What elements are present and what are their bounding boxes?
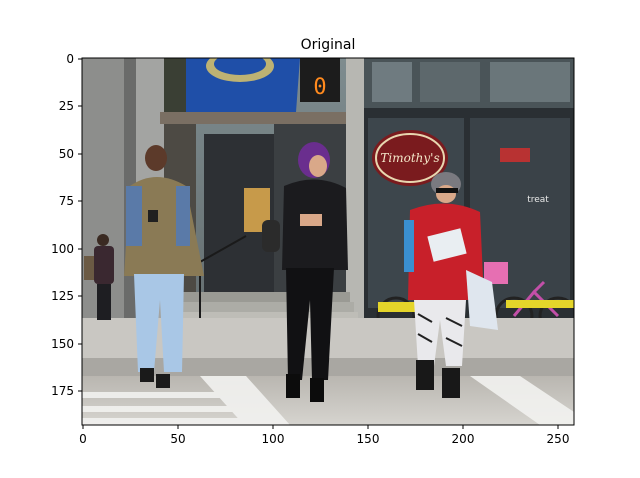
x-tick-label: 250: [547, 432, 570, 446]
shop-sign: [372, 130, 448, 186]
x-axis: 0 50 100 150 200 250: [79, 425, 569, 446]
y-tick-label: 0: [66, 52, 74, 66]
y-tick-label: 25: [59, 99, 74, 113]
y-tick-label: 125: [51, 289, 74, 303]
x-tick-label: 0: [79, 432, 87, 446]
plot-title: Original: [301, 37, 356, 53]
y-tick-label: 175: [51, 384, 74, 398]
x-tick-label: 100: [262, 432, 285, 446]
crosswalk: [82, 376, 574, 425]
photo: 0 Timothy's treat: [82, 58, 574, 425]
street-pole: [346, 58, 364, 348]
x-tick-label: 150: [357, 432, 380, 446]
y-axis: 0 25 50 75 100 125 150 175: [51, 52, 82, 398]
pedestrian-background: [84, 234, 114, 320]
crossing-signal-digit: 0: [313, 75, 326, 100]
y-tick-label: 75: [59, 194, 74, 208]
pedestrian-man-olive-jacket: [124, 145, 204, 388]
y-tick-label: 50: [59, 147, 74, 161]
y-tick-label: 100: [51, 242, 74, 256]
pedestrian-woman-black-outfit: [262, 142, 348, 402]
x-tick-label: 50: [170, 432, 185, 446]
shop-sign-text: Timothy's: [380, 151, 439, 165]
crossing-signal: [300, 58, 340, 102]
x-tick-label: 200: [452, 432, 475, 446]
y-tick-label: 150: [51, 337, 74, 351]
axes-frame: [81, 57, 575, 426]
pedestrian-red-jacket: [404, 172, 498, 398]
shop-window-text: treat: [527, 195, 549, 205]
